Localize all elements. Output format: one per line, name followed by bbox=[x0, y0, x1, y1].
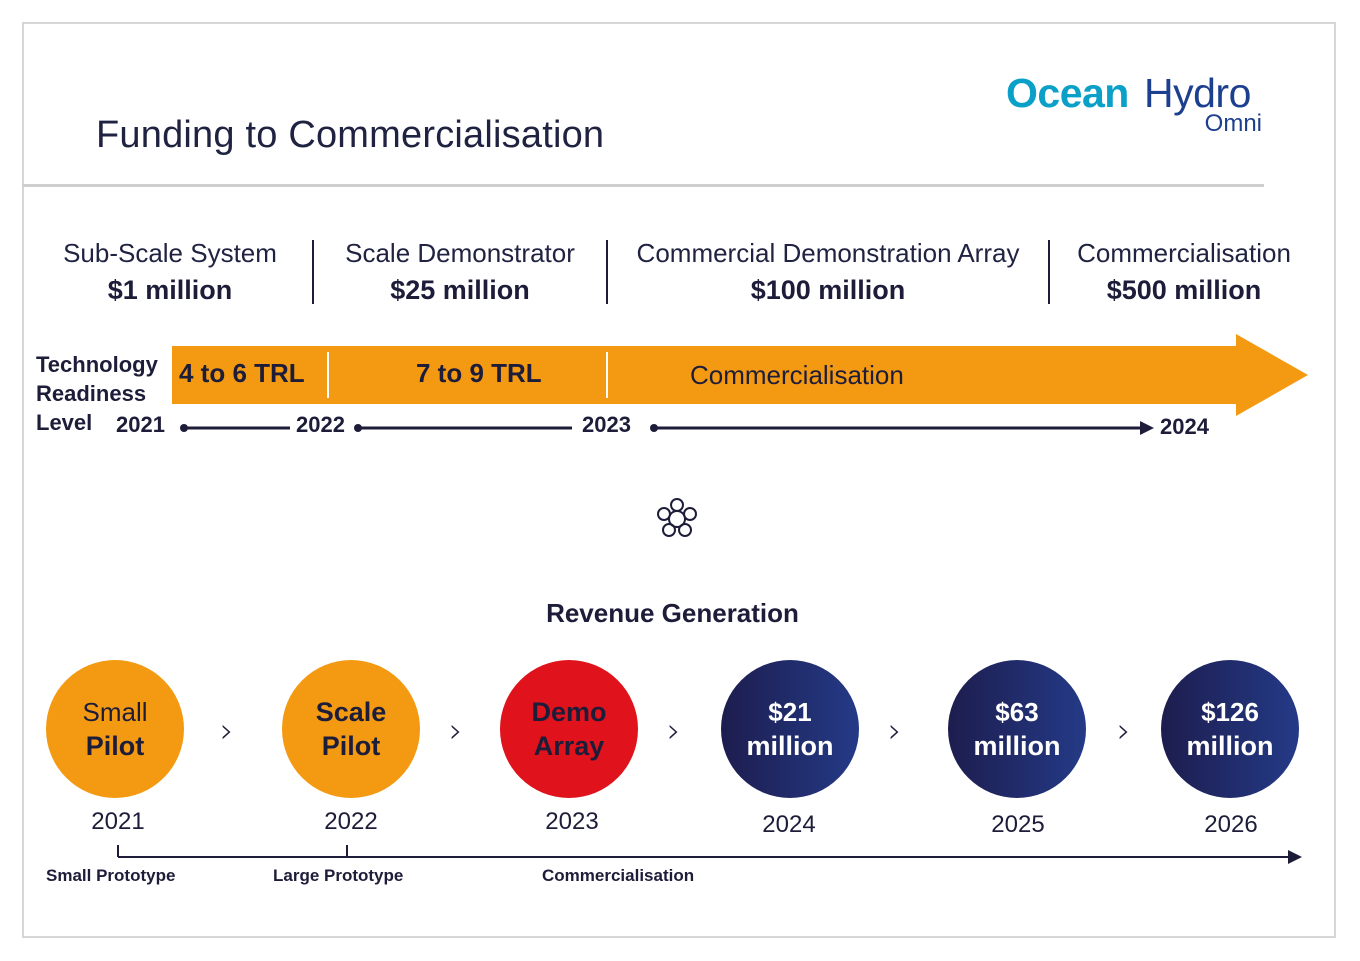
stage-name: Scale Demonstrator bbox=[345, 238, 575, 268]
bottom-timeline-arrowhead bbox=[1288, 850, 1302, 864]
circle-line2: million bbox=[1186, 731, 1274, 761]
revenue-title: Revenue Generation bbox=[546, 598, 799, 628]
circle-line1: $63 bbox=[995, 697, 1039, 727]
circle-year: 2022 bbox=[324, 808, 378, 835]
circle-line1: $21 bbox=[768, 697, 812, 727]
timeline-dot bbox=[354, 424, 362, 432]
page-frame bbox=[22, 22, 1336, 938]
page-title: Funding to Commercialisation bbox=[96, 114, 605, 156]
stage-divider bbox=[312, 240, 314, 304]
timeline-arrowhead bbox=[1140, 421, 1154, 435]
stage-sub-scale: Sub-Scale System $1 million bbox=[58, 238, 282, 306]
stage-name: Sub-Scale System bbox=[63, 238, 277, 268]
circle-year: 2021 bbox=[91, 808, 145, 835]
trl-segment-7-9: 7 to 9 TRL bbox=[416, 358, 542, 388]
circle-line2: million bbox=[973, 731, 1061, 761]
circle-line1: Demo bbox=[531, 697, 607, 727]
stage-amount: $1 million bbox=[107, 275, 233, 305]
revenue-circle-scale-pilot: Scale Pilot bbox=[282, 660, 420, 798]
stage-name: Commercial Demonstration Array bbox=[636, 238, 1020, 268]
circle-line1: $126 bbox=[1201, 697, 1259, 727]
stage-amount: $500 million bbox=[1106, 275, 1262, 305]
circle-line1: Scale bbox=[315, 697, 387, 727]
circle-year: 2026 bbox=[1204, 811, 1258, 838]
circle-line2: million bbox=[746, 731, 834, 761]
timeline-year: 2024 bbox=[1160, 414, 1209, 439]
circle-line2: Pilot bbox=[321, 731, 381, 761]
stage-commercialisation: Commercialisation $500 million bbox=[1070, 238, 1298, 306]
trl-label-line: Readiness bbox=[36, 381, 147, 406]
revenue-circle-2026: $126 million bbox=[1161, 660, 1299, 798]
chevron-right-icon: › bbox=[888, 711, 902, 751]
timeline-year: 2021 bbox=[116, 412, 165, 437]
logo-ocean-text: Ocean bbox=[1006, 70, 1129, 116]
timeline-dot bbox=[180, 424, 188, 432]
trl-axis-label: Technology Readiness Level bbox=[36, 350, 158, 437]
bottom-label-commercialisation: Commercialisation bbox=[542, 866, 695, 885]
trl-label-line: Level bbox=[36, 410, 93, 435]
trl-label-line: Technology bbox=[36, 352, 158, 377]
revenue-circle-small-pilot: Small Pilot bbox=[46, 660, 184, 798]
circle-year: 2023 bbox=[545, 808, 599, 835]
timeline-year: 2023 bbox=[582, 412, 631, 437]
stage-name: Commercialisation bbox=[1077, 238, 1291, 268]
chevron-right-icon: › bbox=[449, 711, 463, 751]
bottom-label-large-prototype: Large Prototype bbox=[273, 866, 404, 885]
stage-amount: $25 million bbox=[390, 275, 530, 305]
circle-year: 2025 bbox=[991, 811, 1045, 838]
revenue-circle-2025: $63 million bbox=[948, 660, 1086, 798]
knot-flower-icon bbox=[657, 498, 697, 537]
circle-line2: Pilot bbox=[85, 731, 145, 761]
title-divider bbox=[22, 184, 1264, 187]
timeline-dot bbox=[650, 424, 658, 432]
stage-divider bbox=[1048, 240, 1050, 304]
circle-line1: Small bbox=[82, 697, 148, 727]
circle-year: 2024 bbox=[762, 811, 816, 838]
trl-arrow bbox=[172, 334, 1308, 416]
stage-scale-demonstrator: Scale Demonstrator $25 million bbox=[340, 238, 580, 306]
trl-segment-4-6: 4 to 6 TRL bbox=[179, 358, 305, 388]
stage-amount: $100 million bbox=[750, 275, 906, 305]
revenue-circle-2024: $21 million bbox=[721, 660, 859, 798]
bottom-label-small-prototype: Small Prototype bbox=[46, 866, 176, 885]
chevron-right-icon: › bbox=[667, 711, 681, 751]
chevron-right-icon: › bbox=[220, 711, 234, 751]
revenue-circle-demo-array: Demo Array bbox=[500, 660, 638, 798]
oceanhydro-logo: Ocean Hydro Omni bbox=[1006, 70, 1262, 140]
timeline-year: 2022 bbox=[296, 412, 345, 437]
logo-omni-text: Omni bbox=[1204, 110, 1262, 137]
stage-divider bbox=[606, 240, 608, 304]
chevron-right-icon: › bbox=[1117, 711, 1131, 751]
logo-hydro-text: Hydro bbox=[1144, 70, 1251, 116]
trl-segment-commercialisation: Commercialisation bbox=[690, 360, 904, 390]
stage-commercial-demo-array: Commercial Demonstration Array $100 mill… bbox=[626, 238, 1030, 306]
circle-line2: Array bbox=[533, 731, 605, 761]
